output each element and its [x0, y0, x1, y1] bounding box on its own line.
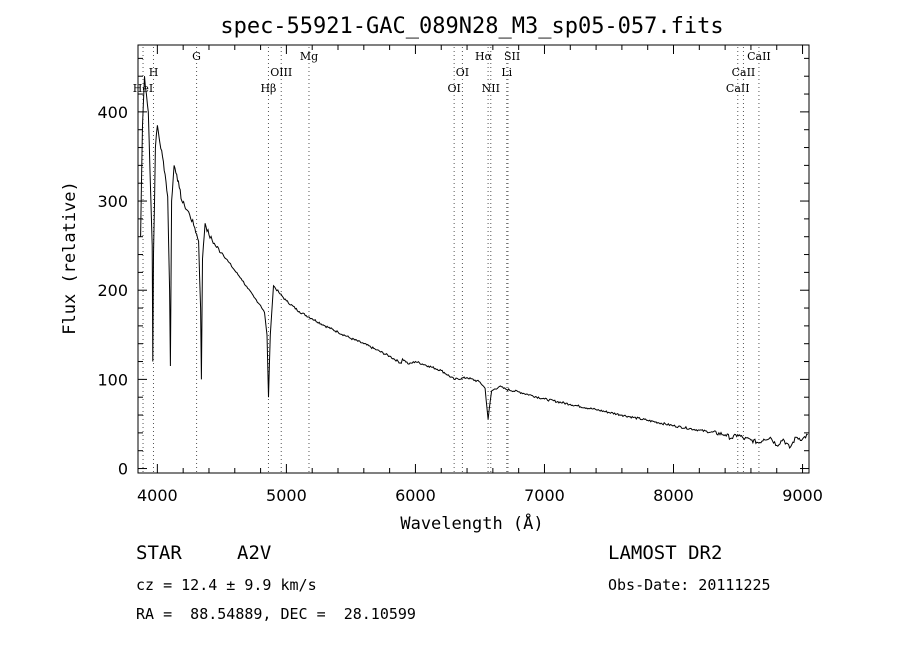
spectral-line-label: Li	[501, 66, 512, 79]
spectral-line-label: CaII	[747, 50, 771, 63]
obs-date: Obs-Date: 20111225	[608, 576, 771, 594]
line-markers: HeI H G Hβ OIII Mg OI OI Hα NII SII Li CaII CaII CaII	[133, 47, 771, 473]
spectral-line-label: CaII	[732, 66, 756, 79]
object-class: STAR	[136, 542, 182, 564]
spectral-line-label: Mg	[300, 50, 318, 63]
redshift-info: cz = 12.4 ± 9.9 km/s	[136, 576, 317, 594]
x-tick-label: 8000	[653, 486, 694, 505]
spectral-line-label: G	[192, 50, 201, 63]
object-subclass: A2V	[237, 542, 272, 564]
y-tick-label: 300	[97, 192, 128, 211]
spectrum-line	[140, 76, 808, 450]
y-axis-label: Flux (relative)	[60, 181, 80, 335]
x-axis-label: Wavelength (Å)	[400, 512, 543, 534]
coordinates: RA = 88.54889, DEC = 28.10599	[136, 605, 416, 623]
y-tick-label: 200	[97, 281, 128, 300]
spectral-line-label: SII	[504, 50, 520, 63]
spectral-line-label: Hβ	[260, 82, 276, 95]
spectral-line-label: OIII	[270, 66, 292, 79]
y-tick-label: 0	[118, 460, 128, 479]
spectral-line-label: Hα	[475, 50, 493, 63]
chart-title: spec-55921-GAC_089N28_M3_sp05-057.fits	[220, 14, 723, 39]
spectral-line-label: OI	[447, 82, 460, 95]
spectral-line-label: OI	[456, 66, 469, 79]
y-tick-label: 400	[97, 103, 128, 122]
y-tick-label: 100	[97, 370, 128, 389]
spectral-line-label: H	[149, 66, 159, 79]
x-tick-label: 9000	[782, 486, 823, 505]
x-tick-label: 4000	[137, 486, 178, 505]
survey-name: LAMOST DR2	[608, 542, 723, 564]
x-tick-label: 5000	[266, 486, 307, 505]
x-tick-label: 6000	[395, 486, 436, 505]
spectral-line-label: NII	[482, 82, 500, 95]
axis-ticks: 4000 5000 6000 7000 8000 9000 0 100 200 300 400	[97, 45, 823, 505]
spectral-line-label: HeI	[133, 82, 153, 95]
spectral-line-label: CaII	[726, 82, 750, 95]
plot-frame	[137, 44, 810, 474]
x-tick-label: 7000	[524, 486, 565, 505]
